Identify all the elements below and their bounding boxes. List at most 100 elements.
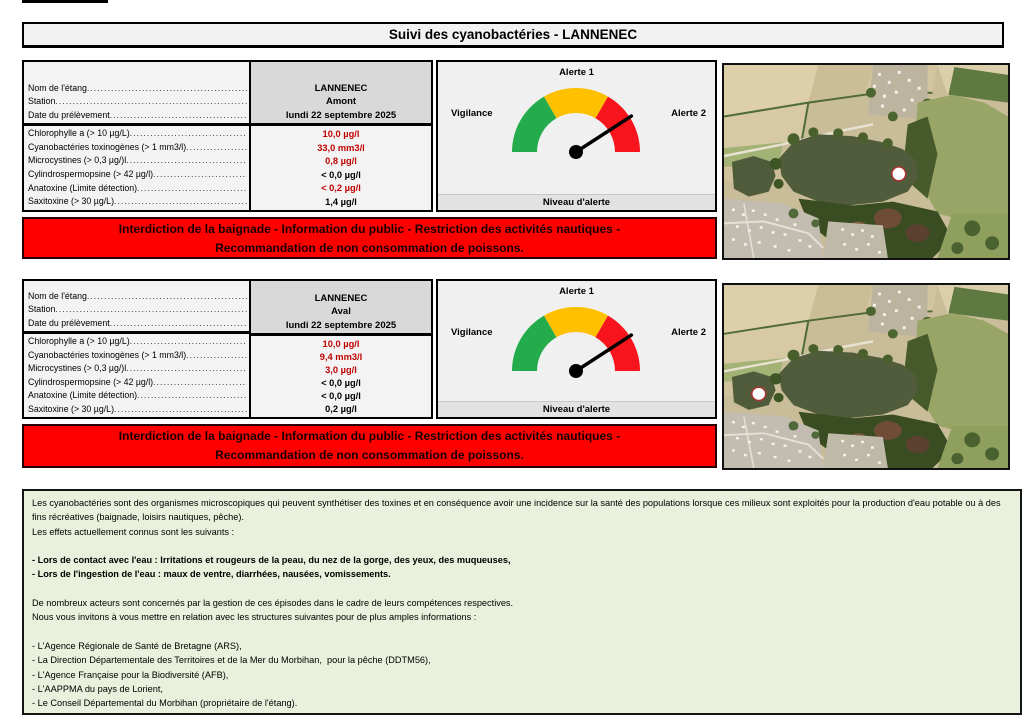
param-label: Microcystines (> 0,3 µg/)l (28, 155, 127, 166)
param-label: Anatoxine (Limite détection) (28, 182, 138, 193)
param-value: < 0,2 µg/l (321, 183, 361, 194)
alert-banner: Interdiction de la baignade - Informatio… (22, 424, 717, 468)
param-label: Saxitoxine (> 30 µg/L) (28, 196, 114, 207)
param-value: 0,2 µg/l (325, 404, 357, 414)
dotted-leader (110, 109, 247, 123)
table-row: Station (28, 303, 247, 317)
dotted-leader (186, 349, 247, 363)
parameter-rows: Chlorophylle a (> 10 µg/L) Cyanobactéries… (24, 126, 249, 210)
param-value: 33,0 mm3/l (317, 142, 365, 153)
param-value: 3,0 µg/l (325, 365, 357, 375)
aerial-map-image (724, 65, 1008, 258)
param-row: Chlorophylle a (> 10 µg/L) (28, 335, 247, 349)
info-line (32, 582, 1012, 596)
param-value: 1,4 µg/l (325, 196, 357, 207)
table-header-labels: Nom de l'étang Station Date du prélèveme… (24, 62, 249, 126)
info-line: - L'AAPPMA du pays de Lorient, (32, 683, 163, 694)
document-title-text: Suivi des cyanobactéries - LANNENEC (388, 27, 638, 42)
info-line (32, 539, 1012, 553)
gauge-chart (512, 306, 640, 378)
parameter-values: 10,0 µg/l 33,0 mm3/l 0,8 µg/l < 0,0 µg/l < 0… (251, 126, 431, 210)
gauge-label-alerte2: Alerte 2 (671, 327, 706, 338)
param-value: < 0,0 µg/l (321, 169, 361, 180)
banner-line1: Interdiction de la baignade - Informatio… (118, 429, 621, 443)
dotted-leader (114, 195, 247, 209)
info-line: Les cyanobactéries sont des organismes m… (32, 498, 1004, 523)
document-title: Suivi des cyanobactéries - LANNENEC (22, 22, 1004, 48)
info-line: - Lors de contact avec l'eau : Irritatio… (32, 555, 511, 566)
pond-name: LANNENEC (314, 82, 368, 94)
aerial-map (722, 63, 1010, 260)
dotted-leader (114, 403, 247, 417)
sample-date: lundi 22 septembre 2025 (285, 109, 397, 121)
dotted-leader (126, 154, 247, 168)
param-value: < 0,0 µg/l (321, 391, 361, 401)
parameters-table: Nom de l'étang Station Date du prélèveme… (22, 60, 433, 212)
dotted-leader (130, 335, 247, 349)
param-label: Cylindrospermopsine (> 42 µg/l) (28, 169, 154, 180)
param-row: Saxitoxine (> 30 µg/L) (28, 195, 247, 209)
gauge-hub (569, 145, 583, 159)
dotted-leader (153, 376, 247, 390)
table-value-column: LANNENEC Aval lundi 22 septembre 2025 10… (249, 281, 431, 417)
banner-line2: Recommandation de non consommation de po… (215, 240, 524, 255)
dotted-leader (55, 95, 247, 109)
table-label-column: Nom de l'étang Station Date du prélèveme… (24, 62, 249, 210)
param-value: 10,0 µg/l (322, 129, 360, 140)
param-label: Chlorophylle a (> 10 µg/L) (28, 336, 130, 346)
gauge-label-vigilance: Vigilance (451, 108, 493, 119)
alert-gauge: Alerte 1 Vigilance Alerte 2 Niveau d'ale… (436, 60, 717, 212)
banner-line2: Recommandation de non consommation de po… (215, 447, 524, 462)
dotted-leader (137, 182, 247, 196)
table-row: Date du prélèvement (28, 317, 247, 331)
info-line: - La Direction Départementale des Territ… (32, 655, 431, 666)
gauge-chart (512, 87, 640, 159)
alert-gauge: Alerte 1 Vigilance Alerte 2 Niveau d'ale… (436, 279, 717, 419)
gauge-yellow-segment (544, 87, 608, 119)
parameters-table: Nom de l'étang Station Date du prélèveme… (22, 279, 433, 419)
station-marker (751, 386, 767, 402)
station-name: Aval (331, 306, 351, 317)
param-label: Cyanobactéries toxinogènes (> 1 mm3/l) (28, 141, 187, 152)
param-row: Cyanobactéries toxinogènes (> 1 mm3/l) (28, 349, 247, 363)
param-row: Saxitoxine (> 30 µg/L) (28, 403, 247, 417)
row-label: Station (28, 96, 56, 106)
aerial-map-image (724, 285, 1008, 468)
info-line: - L'Agence Régionale de Santé de Bretagn… (32, 640, 242, 651)
gauge-label-alerte1: Alerte 1 (559, 67, 594, 78)
dotted-leader (87, 290, 247, 304)
sample-date: lundi 22 septembre 2025 (285, 319, 397, 331)
table-header-labels: Nom de l'étang Station Date du prélèveme… (24, 281, 249, 334)
info-panel: Les cyanobactéries sont des organismes m… (22, 489, 1022, 715)
dotted-leader (87, 82, 247, 96)
gauge-yellow-segment (544, 306, 608, 338)
gauge-label-alerte1: Alerte 1 (559, 286, 594, 297)
station-marker (891, 166, 907, 182)
info-line: - Le Conseil Départemental du Morbihan (… (32, 698, 298, 709)
banner-line1: Interdiction de la baignade - Informatio… (118, 222, 621, 236)
dotted-leader (130, 127, 247, 141)
param-value: < 0,0 µg/l (321, 378, 361, 388)
param-row: Anatoxine (Limite détection) (28, 389, 247, 403)
info-line: De nombreux acteurs sont concernés par l… (32, 598, 514, 609)
param-row: Cyanobactéries toxinogènes (> 1 mm3/l) (28, 141, 247, 155)
param-row: Anatoxine (Limite détection) (28, 182, 247, 196)
gauge-hub (569, 364, 583, 378)
param-value: 0,8 µg/l (325, 156, 357, 167)
row-label: Nom de l'étang (28, 290, 87, 301)
gauge-label-vigilance: Vigilance (451, 327, 493, 338)
param-row: Cylindrospermopsine (> 42 µg/l) (28, 376, 247, 390)
gauge-label-alerte2: Alerte 2 (671, 108, 706, 119)
row-label: Date du prélèvement (28, 317, 110, 328)
dotted-leader (126, 362, 247, 376)
param-label: Saxitoxine (> 30 µg/L) (28, 403, 114, 414)
row-label: Date du prélèvement (28, 109, 110, 120)
param-row: Microcystines (> 0,3 µg/)l (28, 362, 247, 376)
dotted-leader (186, 141, 247, 155)
table-row: Date du prélèvement (28, 109, 247, 123)
param-row: Microcystines (> 0,3 µg/)l (28, 154, 247, 168)
row-label: Station (28, 304, 56, 314)
table-row: Station (28, 95, 247, 109)
param-value: 9,4 mm3/l (319, 352, 363, 362)
parameter-values: 10,0 µg/l 9,4 mm3/l 3,0 µg/l < 0,0 µg/l < 0,… (251, 336, 431, 417)
